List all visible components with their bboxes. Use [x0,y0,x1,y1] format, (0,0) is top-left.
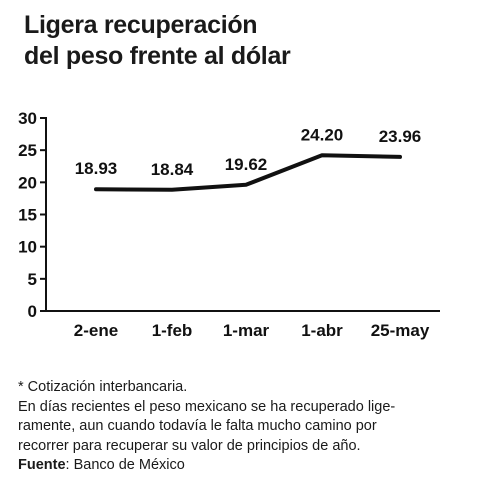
y-tick-label-4: 20 [18,173,37,192]
chart-title-line-2: del peso frente al dólar [24,42,291,70]
x-tick-label-4: 25-may [371,321,430,340]
source-line: Fuente: Banco de México [18,456,466,476]
x-axis: 2-ene 1-feb 1-mar 1-abr 25-may [40,310,440,340]
chart-title-line-1: Ligera recuperación [24,11,258,39]
y-tick-label-2: 10 [18,238,37,257]
x-tick-label-1: 1-feb [152,321,193,340]
data-label-4: 23.96 [379,127,422,146]
y-tick-label-3: 15 [18,206,37,225]
source-text: : Banco de México [65,457,185,473]
y-axis: 0 5 10 15 20 25 30 [18,109,47,321]
description-line-2: ramente, aun cuando todavía le falta muc… [18,418,377,434]
y-tick-label-5: 25 [18,141,37,160]
x-tick-label-3: 1-abr [301,321,343,340]
data-label-3: 24.20 [301,125,344,144]
y-tick-label-0: 0 [28,302,37,321]
x-tick-label-2: 1-mar [223,321,270,340]
source-label: Fuente [18,457,66,473]
y-tick-label-1: 5 [28,270,37,289]
data-label-1: 18.84 [151,160,194,179]
chart-title: Ligera recuperación del peso frente al d… [24,10,464,72]
description-line-1: En días recientes el peso mexicano se ha… [18,398,396,415]
data-label-0: 18.93 [75,159,118,178]
series: 18.93 18.84 19.62 24.20 23.96 [75,125,422,192]
data-label-2: 19.62 [225,155,268,174]
chart-notes: * Cotización interbancaria. En días reci… [18,378,466,476]
x-tick-label-0: 2-ene [74,321,118,340]
description-line-3: recorrer para recuperar su valor de prin… [18,437,361,454]
footnote: * Cotización interbancaria. [18,379,188,395]
y-tick-label-6: 30 [18,109,37,128]
